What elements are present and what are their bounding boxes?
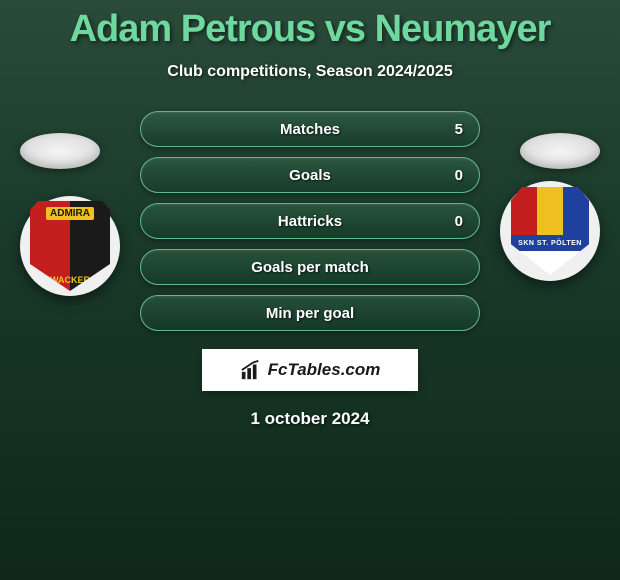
stat-row-hattricks: Hattricks 0 xyxy=(140,203,480,239)
stat-value: 5 xyxy=(455,121,463,138)
club-right-band-text: SKN ST. PÖLTEN xyxy=(511,235,589,251)
shield-admira-wacker: ADMIRA WACKER xyxy=(30,201,110,291)
stat-label: Goals per match xyxy=(251,259,369,276)
stat-row-goals: Goals 0 xyxy=(140,157,480,193)
stat-label: Goals xyxy=(289,167,331,184)
player-avatar-right xyxy=(520,133,600,169)
stat-label: Hattricks xyxy=(278,213,342,230)
club-badge-left: ADMIRA WACKER xyxy=(20,196,120,296)
page-title: Adam Petrous vs Neumayer xyxy=(0,0,620,51)
chart-icon xyxy=(240,359,262,381)
stat-value: 0 xyxy=(455,167,463,184)
stat-row-goals-per-match: Goals per match xyxy=(140,249,480,285)
content-area: ADMIRA WACKER SKN ST. PÖLTEN Matches 5 G… xyxy=(0,111,620,429)
stat-label: Matches xyxy=(280,121,340,138)
stat-label: Min per goal xyxy=(266,305,354,322)
stat-row-matches: Matches 5 xyxy=(140,111,480,147)
subtitle: Club competitions, Season 2024/2025 xyxy=(0,63,620,81)
stat-row-min-per-goal: Min per goal xyxy=(140,295,480,331)
date-text: 1 october 2024 xyxy=(0,409,620,429)
shield-stripes xyxy=(511,187,589,235)
brand-box: FcTables.com xyxy=(202,349,418,391)
club-badge-right: SKN ST. PÖLTEN xyxy=(500,181,600,281)
club-left-top-text: ADMIRA xyxy=(46,207,94,220)
club-left-bottom-text: WACKER xyxy=(50,275,90,285)
stat-value: 0 xyxy=(455,213,463,230)
brand-text: FcTables.com xyxy=(268,360,381,380)
shield-skn-stpoelten: SKN ST. PÖLTEN xyxy=(511,187,589,275)
player-avatar-left xyxy=(20,133,100,169)
stats-list: Matches 5 Goals 0 Hattricks 0 Goals per … xyxy=(140,111,480,331)
